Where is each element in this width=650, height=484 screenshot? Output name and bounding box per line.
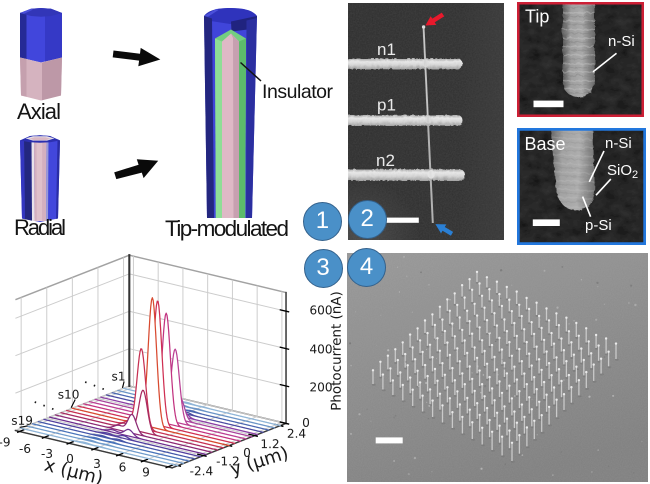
svg-text:n-Si: n-Si <box>605 135 632 152</box>
svg-text:Tip-modulated: Tip-modulated <box>165 216 289 241</box>
svg-text:Insulator: Insulator <box>262 81 334 103</box>
svg-text:Radial: Radial <box>14 215 66 240</box>
svg-text:SiO2: SiO2 <box>607 162 638 181</box>
svg-text:n-Si: n-Si <box>608 33 635 50</box>
svg-text:n1: n1 <box>377 40 396 59</box>
svg-text:Axial: Axial <box>17 99 61 124</box>
svg-text:p1: p1 <box>377 96 396 115</box>
svg-text:Base: Base <box>525 134 566 154</box>
svg-text:n2: n2 <box>376 151 395 170</box>
svg-text:p-Si: p-Si <box>585 217 612 234</box>
svg-text:Tip: Tip <box>525 7 549 27</box>
